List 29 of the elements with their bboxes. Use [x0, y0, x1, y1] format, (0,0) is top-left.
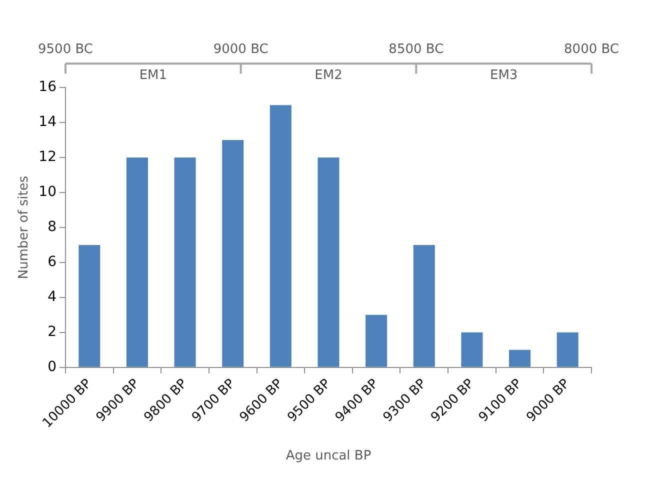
y-axis-title: Number of sites: [16, 176, 32, 280]
x2-tick-label: 9000 BC: [213, 42, 268, 58]
x2-tick-label: 8500 BC: [388, 42, 444, 58]
text: EM2: [314, 68, 342, 83]
bar: [78, 244, 100, 367]
bar: [366, 314, 388, 367]
text: EM1: [139, 68, 168, 83]
text: EM3: [490, 68, 518, 83]
bar: [318, 158, 340, 367]
bar: [174, 158, 196, 367]
bar: [413, 244, 435, 367]
x-axis-title: Age uncal BP: [286, 448, 372, 464]
bar: [126, 158, 148, 367]
bar: [270, 105, 292, 367]
x2-tick-label: 9500 BC: [38, 42, 93, 58]
bar: [556, 332, 578, 367]
y-tick-label: 4: [48, 289, 57, 306]
bar: [461, 332, 483, 367]
y-tick-label: 2: [48, 324, 56, 340]
x2-tick-label: 8000 BC: [564, 42, 619, 58]
y-tick-label: 0: [48, 358, 56, 375]
y-tick-label: 14: [38, 114, 57, 130]
y-tick-label: 8: [48, 219, 56, 236]
bar: [509, 350, 531, 367]
y-tick-label: 10: [38, 184, 56, 200]
y-tick-label: 12: [38, 149, 56, 166]
y-tick-label: 16: [38, 79, 57, 96]
y-tick-label: 6: [48, 254, 57, 270]
bar: [222, 140, 244, 367]
